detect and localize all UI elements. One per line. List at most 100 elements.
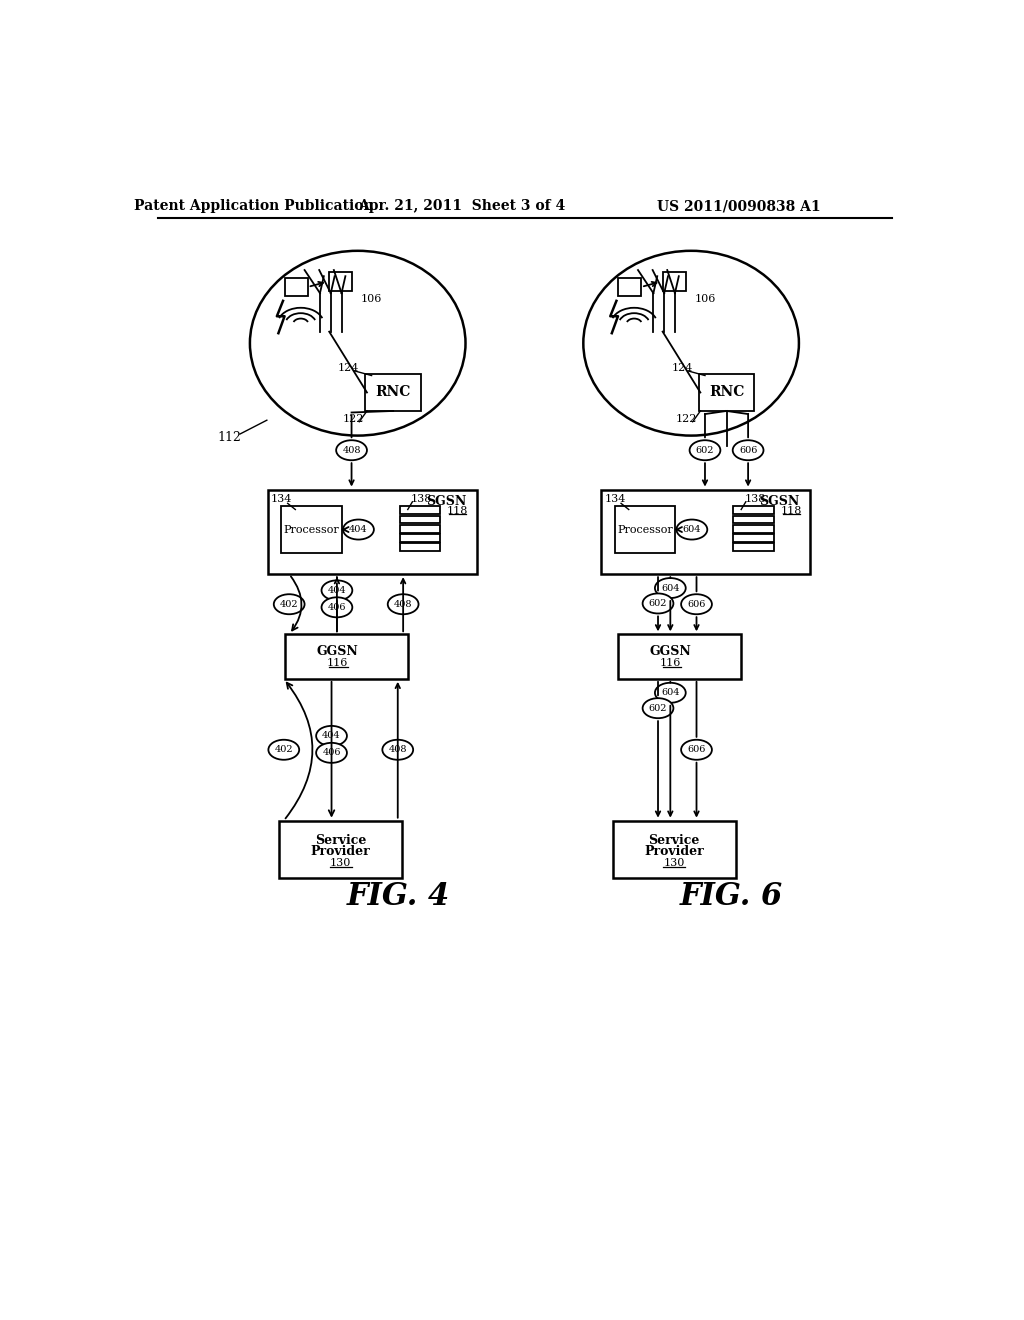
Text: 118: 118 — [780, 506, 802, 516]
Text: US 2011/0090838 A1: US 2011/0090838 A1 — [657, 199, 820, 213]
Text: 408: 408 — [342, 446, 360, 454]
Text: 122: 122 — [342, 413, 364, 424]
FancyArrowPatch shape — [329, 681, 334, 816]
Text: FIG. 4: FIG. 4 — [347, 880, 451, 912]
Text: Provider: Provider — [644, 845, 705, 858]
FancyBboxPatch shape — [612, 821, 736, 878]
FancyBboxPatch shape — [614, 507, 675, 553]
Text: 406: 406 — [323, 748, 341, 758]
Text: 606: 606 — [739, 446, 758, 454]
Ellipse shape — [273, 594, 304, 614]
Text: 408: 408 — [388, 746, 407, 754]
Text: 604: 604 — [662, 688, 680, 697]
Text: 112: 112 — [217, 430, 241, 444]
Ellipse shape — [343, 520, 374, 540]
Text: 402: 402 — [274, 746, 293, 754]
Text: 134: 134 — [604, 494, 626, 504]
Ellipse shape — [322, 581, 352, 601]
Ellipse shape — [681, 594, 712, 614]
FancyBboxPatch shape — [733, 507, 773, 515]
Ellipse shape — [388, 594, 419, 614]
FancyBboxPatch shape — [601, 490, 810, 574]
Text: 602: 602 — [649, 599, 668, 609]
FancyBboxPatch shape — [617, 277, 641, 296]
Ellipse shape — [336, 441, 367, 461]
Ellipse shape — [733, 441, 764, 461]
Ellipse shape — [655, 578, 686, 598]
Text: GGSN: GGSN — [649, 645, 691, 659]
Text: 602: 602 — [649, 704, 668, 713]
Text: 124: 124 — [671, 363, 692, 372]
FancyBboxPatch shape — [400, 516, 440, 524]
Text: 404: 404 — [323, 731, 341, 741]
Text: 138: 138 — [744, 494, 766, 504]
FancyBboxPatch shape — [400, 525, 440, 533]
FancyBboxPatch shape — [282, 507, 342, 553]
FancyBboxPatch shape — [698, 374, 755, 411]
Text: 138: 138 — [411, 494, 432, 504]
Text: RNC: RNC — [376, 385, 411, 400]
Text: 116: 116 — [659, 657, 681, 668]
FancyBboxPatch shape — [733, 535, 773, 543]
FancyBboxPatch shape — [280, 821, 402, 878]
Text: Service: Service — [315, 834, 367, 846]
Ellipse shape — [250, 251, 466, 436]
FancyBboxPatch shape — [400, 507, 440, 515]
Text: Service: Service — [648, 834, 699, 846]
Text: 130: 130 — [330, 858, 351, 869]
Text: 602: 602 — [695, 446, 714, 454]
Ellipse shape — [643, 594, 674, 614]
Text: 404: 404 — [349, 525, 368, 535]
Text: Provider: Provider — [311, 845, 371, 858]
FancyBboxPatch shape — [617, 635, 741, 678]
Text: 134: 134 — [270, 494, 292, 504]
Text: 130: 130 — [664, 858, 685, 869]
Ellipse shape — [689, 441, 720, 461]
FancyBboxPatch shape — [330, 272, 352, 290]
Text: 106: 106 — [360, 294, 382, 305]
FancyBboxPatch shape — [733, 516, 773, 524]
Text: 604: 604 — [662, 583, 680, 593]
Ellipse shape — [681, 739, 712, 760]
FancyArrowPatch shape — [286, 682, 312, 818]
Text: 606: 606 — [687, 599, 706, 609]
Text: 604: 604 — [683, 525, 701, 535]
Text: Apr. 21, 2011  Sheet 3 of 4: Apr. 21, 2011 Sheet 3 of 4 — [358, 199, 565, 213]
FancyArrowPatch shape — [291, 577, 301, 631]
FancyBboxPatch shape — [366, 374, 421, 411]
Ellipse shape — [382, 739, 413, 760]
Ellipse shape — [322, 597, 352, 618]
Text: GGSN: GGSN — [316, 645, 357, 659]
Text: 118: 118 — [447, 506, 469, 516]
Ellipse shape — [268, 739, 299, 760]
Text: Processor: Processor — [284, 524, 339, 535]
Text: 106: 106 — [694, 294, 716, 305]
Ellipse shape — [677, 520, 708, 540]
FancyBboxPatch shape — [400, 544, 440, 552]
FancyBboxPatch shape — [663, 272, 686, 290]
FancyBboxPatch shape — [267, 490, 477, 574]
Text: Processor: Processor — [617, 524, 673, 535]
Text: 124: 124 — [338, 363, 359, 372]
Text: 606: 606 — [687, 746, 706, 754]
Text: SGSN: SGSN — [760, 495, 800, 508]
Text: Patent Application Publication: Patent Application Publication — [134, 199, 374, 213]
Text: 406: 406 — [328, 603, 346, 611]
Text: RNC: RNC — [709, 385, 744, 400]
FancyBboxPatch shape — [285, 277, 307, 296]
FancyBboxPatch shape — [285, 635, 408, 678]
Text: 122: 122 — [676, 413, 697, 424]
Text: 404: 404 — [328, 586, 346, 595]
Text: 402: 402 — [280, 599, 298, 609]
Ellipse shape — [316, 726, 347, 746]
Text: FIG. 6: FIG. 6 — [680, 880, 782, 912]
Ellipse shape — [655, 682, 686, 702]
Text: 116: 116 — [327, 657, 347, 668]
Ellipse shape — [316, 743, 347, 763]
Ellipse shape — [584, 251, 799, 436]
Ellipse shape — [643, 698, 674, 718]
Text: 408: 408 — [394, 599, 413, 609]
Text: SGSN: SGSN — [426, 495, 466, 508]
FancyBboxPatch shape — [733, 544, 773, 552]
FancyBboxPatch shape — [400, 535, 440, 543]
